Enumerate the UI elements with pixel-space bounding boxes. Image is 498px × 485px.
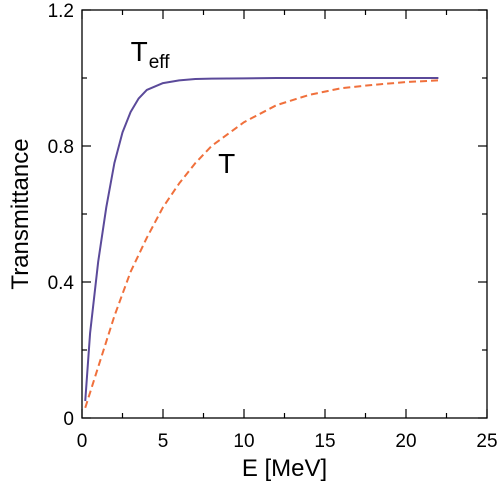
series-t-eff-line xyxy=(84,77,439,402)
x-tick-label: 0 xyxy=(77,431,88,452)
y-tick-label: 1.2 xyxy=(48,1,74,22)
ticks xyxy=(81,9,488,419)
series-lines xyxy=(84,77,439,409)
x-tick-label: 5 xyxy=(158,431,169,452)
x-tick-label: 25 xyxy=(476,431,497,452)
y-tick-label: 0.8 xyxy=(48,137,74,158)
x-tick-label: 15 xyxy=(314,431,335,452)
plot-frame xyxy=(81,9,488,419)
annotations: Teff T xyxy=(131,36,236,179)
y-axis-title: Transmittance xyxy=(7,138,34,289)
x-tick-label: 10 xyxy=(233,431,254,452)
y-tick-label: 0.4 xyxy=(48,273,75,294)
series-label-t-eff: Teff xyxy=(131,36,171,73)
tick-labels: 0 5 10 15 20 25 0 0.4 0.8 1.2 xyxy=(48,1,498,452)
x-axis-title: E [MeV] xyxy=(242,455,327,482)
y-tick-label: 0 xyxy=(63,409,74,430)
series-t-line xyxy=(84,79,439,409)
series-label-t: T xyxy=(218,148,235,179)
x-tick-label: 20 xyxy=(395,431,416,452)
